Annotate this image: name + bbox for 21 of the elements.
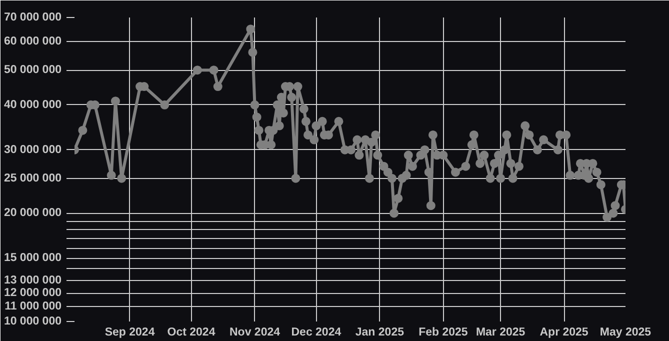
y-tick-label: 70 000 000 — [4, 12, 62, 24]
y-tick-label: 13 000 000 — [4, 274, 62, 287]
y-tick-label: 15 000 000 — [4, 252, 62, 264]
y-tick-label: 60 000 000 — [4, 36, 62, 48]
y-tick-label: 11 000 000 — [4, 300, 62, 313]
x-tick-label: Sep 2024 — [104, 326, 156, 338]
y-tick-label: 12 000 000 — [4, 287, 62, 300]
x-tick-label: Mar 2025 — [476, 326, 526, 338]
x-tick-label: Dec 2024 — [291, 326, 342, 338]
x-tick-label: Feb 2025 — [418, 326, 468, 338]
x-tick-label: Oct 2024 — [167, 326, 216, 338]
y-tick-label: 20 000 000 — [4, 207, 62, 220]
y-tick-label: 50 000 000 — [4, 64, 62, 76]
x-tick-label: Jan 2025 — [355, 326, 405, 338]
y-tick-label: 10 000 000 — [4, 316, 62, 328]
y-tick-label: 25 000 000 — [4, 172, 62, 184]
x-tick-label: Nov 2024 — [230, 326, 281, 338]
x-tick-label: May 2025 — [600, 326, 652, 338]
y-tick-label: 30 000 000 — [4, 144, 62, 156]
y-tick-label: 40 000 000 — [4, 98, 62, 111]
x-tick-label: Apr 2025 — [540, 326, 589, 338]
